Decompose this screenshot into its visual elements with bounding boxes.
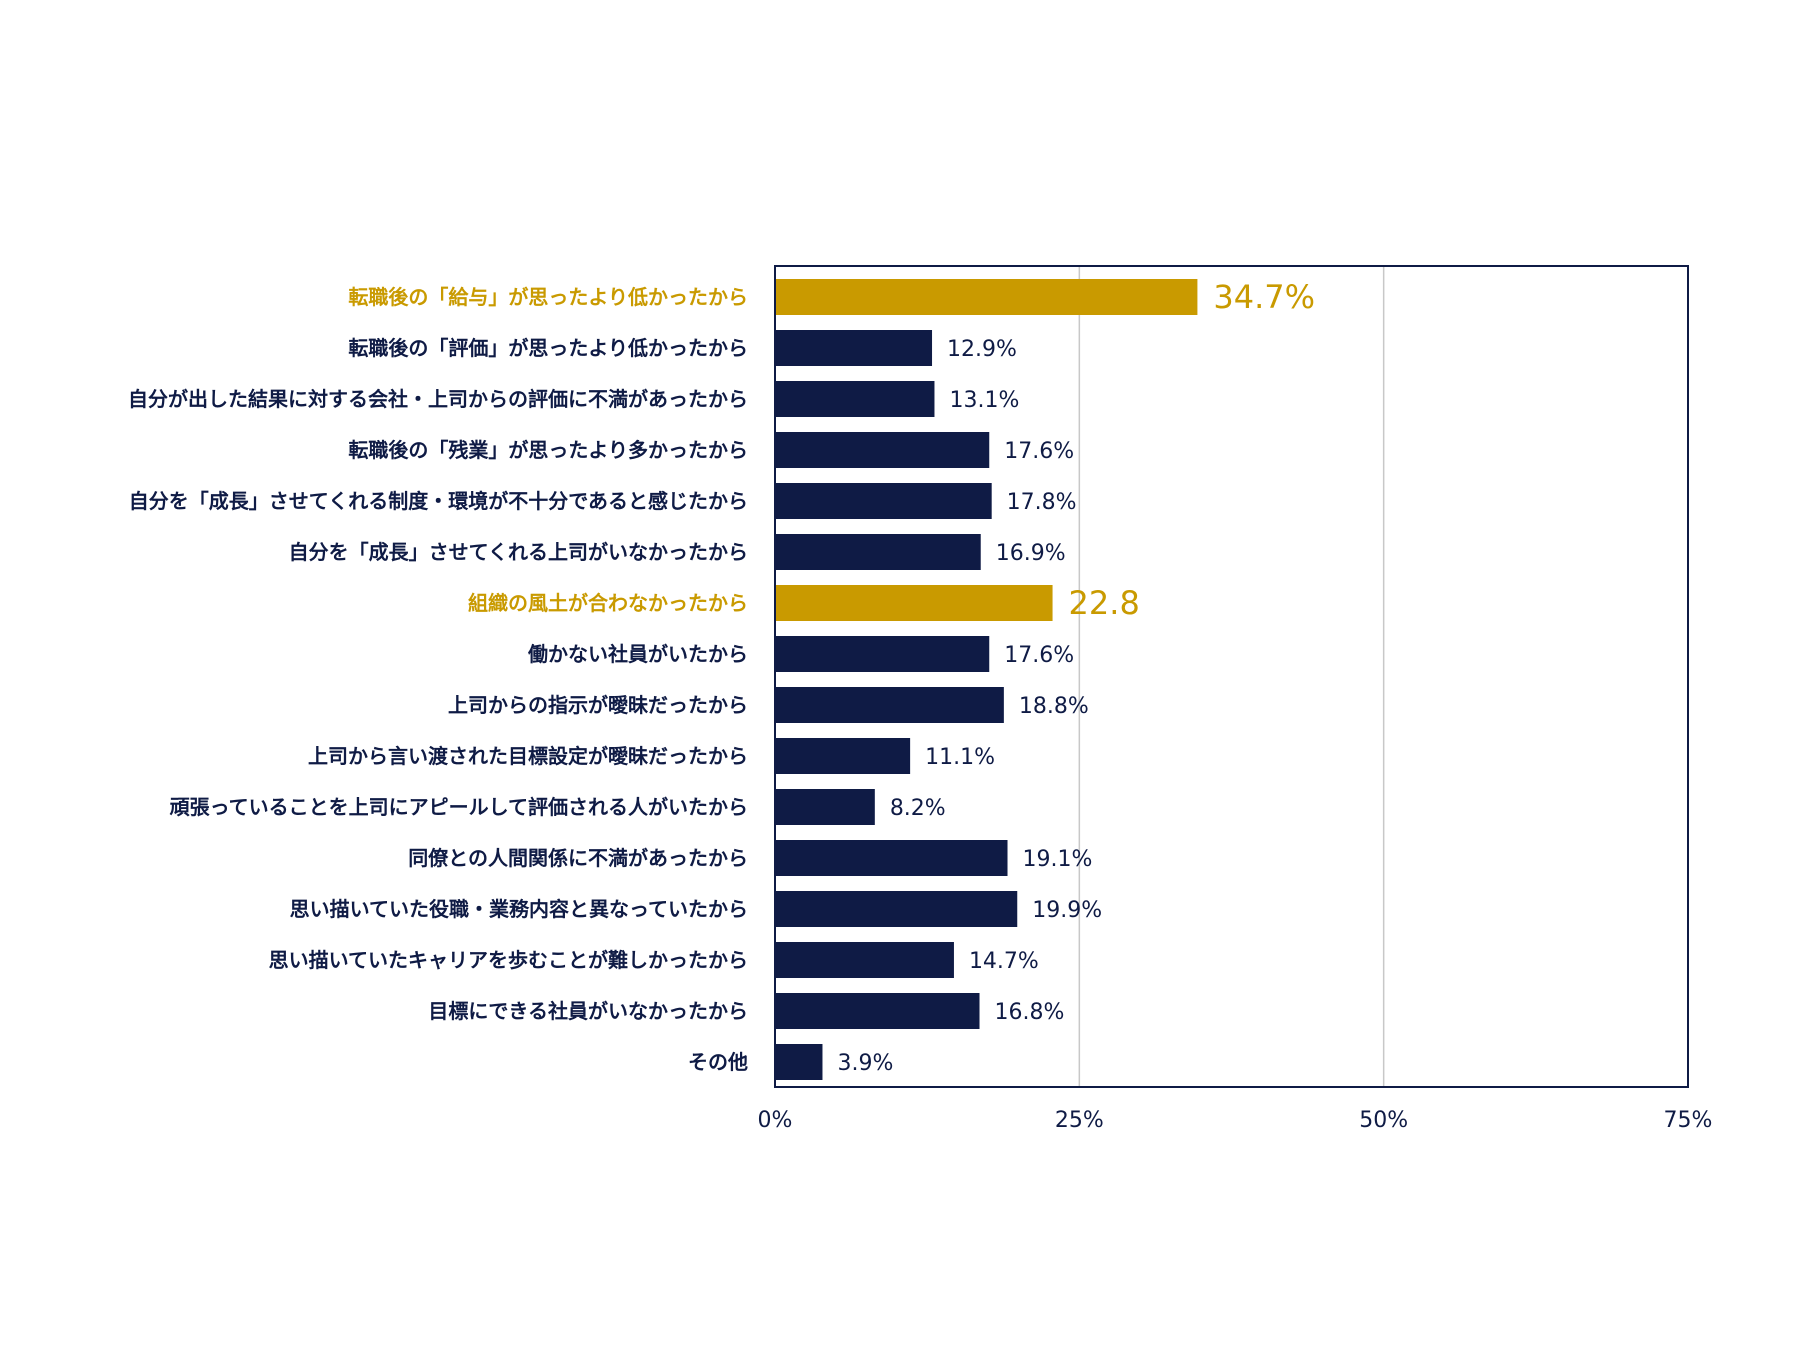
bar [775,279,1198,315]
bar [775,738,911,774]
bar [775,993,980,1029]
category-label: 上司から言い渡された目標設定が曖昧だったから [308,744,748,768]
data-label: 13.1% [949,388,1019,413]
category-label: 働かない社員がいたから [527,642,748,666]
bar [775,891,1018,927]
data-label: 17.6% [1004,439,1074,464]
bar [775,789,875,825]
bar [775,381,935,417]
x-tick-label: 50% [1359,1108,1408,1133]
data-label: 34.7% [1213,278,1315,316]
category-label: 自分が出した結果に対する会社・上司からの評価に不満があったから [128,387,748,411]
bar [775,330,933,366]
data-label: 17.6% [1004,643,1074,668]
category-label: 思い描いていたキャリアを歩むことが難しかったから [269,948,748,972]
data-label: 12.9% [947,337,1017,362]
bar [775,1044,823,1080]
bar [775,483,992,519]
tick-layer: 0% 25% 50% 75% [758,1108,1713,1133]
bar [775,840,1008,876]
data-label: 19.1% [1023,847,1093,872]
bar [775,432,990,468]
category-label: 転職後の「評価」が思ったより低かったから [348,336,748,360]
data-label: 14.7% [969,949,1039,974]
bar [775,534,981,570]
grid-layer [1078,266,1385,1087]
category-label: その他 [688,1050,748,1074]
category-label: 自分を「成長」させてくれる上司がいなかったから [289,540,748,564]
data-label: 3.9% [837,1051,893,1076]
category-label: 自分を「成長」させてくれる制度・環境が不十分であると感じたから [129,489,748,513]
bar [775,942,954,978]
x-tick-label: 75% [1664,1108,1713,1133]
data-label: 8.2% [890,796,946,821]
category-label: 上司からの指示が曖昧だったから [448,693,748,717]
data-label: 16.8% [995,1000,1065,1025]
bar [775,585,1053,621]
data-label: 22.8 [1069,584,1140,622]
category-label: 同僚との人間関係に不満があったから [408,846,748,870]
x-tick-label: 0% [758,1108,793,1133]
data-label: 18.8% [1019,694,1089,719]
data-label: 19.9% [1032,898,1102,923]
category-label: 転職後の「残業」が思ったより多かったから [348,438,748,462]
bar-layer [775,279,1198,1080]
category-label: 思い描いていた役職・業務内容と異なっていたから [290,897,748,921]
category-label: 目標にできる社員がいなかったから [428,999,748,1023]
data-label: 11.1% [925,745,995,770]
category-label: 組織の風土が合わなかったから [468,591,748,615]
plot-frame [774,265,1689,1088]
category-label: 転職後の「給与」が思ったより低かったから [348,285,748,309]
bar [775,687,1004,723]
x-tick-label: 25% [1055,1108,1104,1133]
data-label: 17.8% [1007,490,1077,515]
data-label: 16.9% [996,541,1066,566]
category-label: 頑張っていることを上司にアピールして評価される人がいたから [169,795,748,819]
bar [775,636,990,672]
label-layer: 転職後の「給与」が思ったより低かったから 34.7% 転職後の「評価」が思ったより低… [128,278,1315,1076]
